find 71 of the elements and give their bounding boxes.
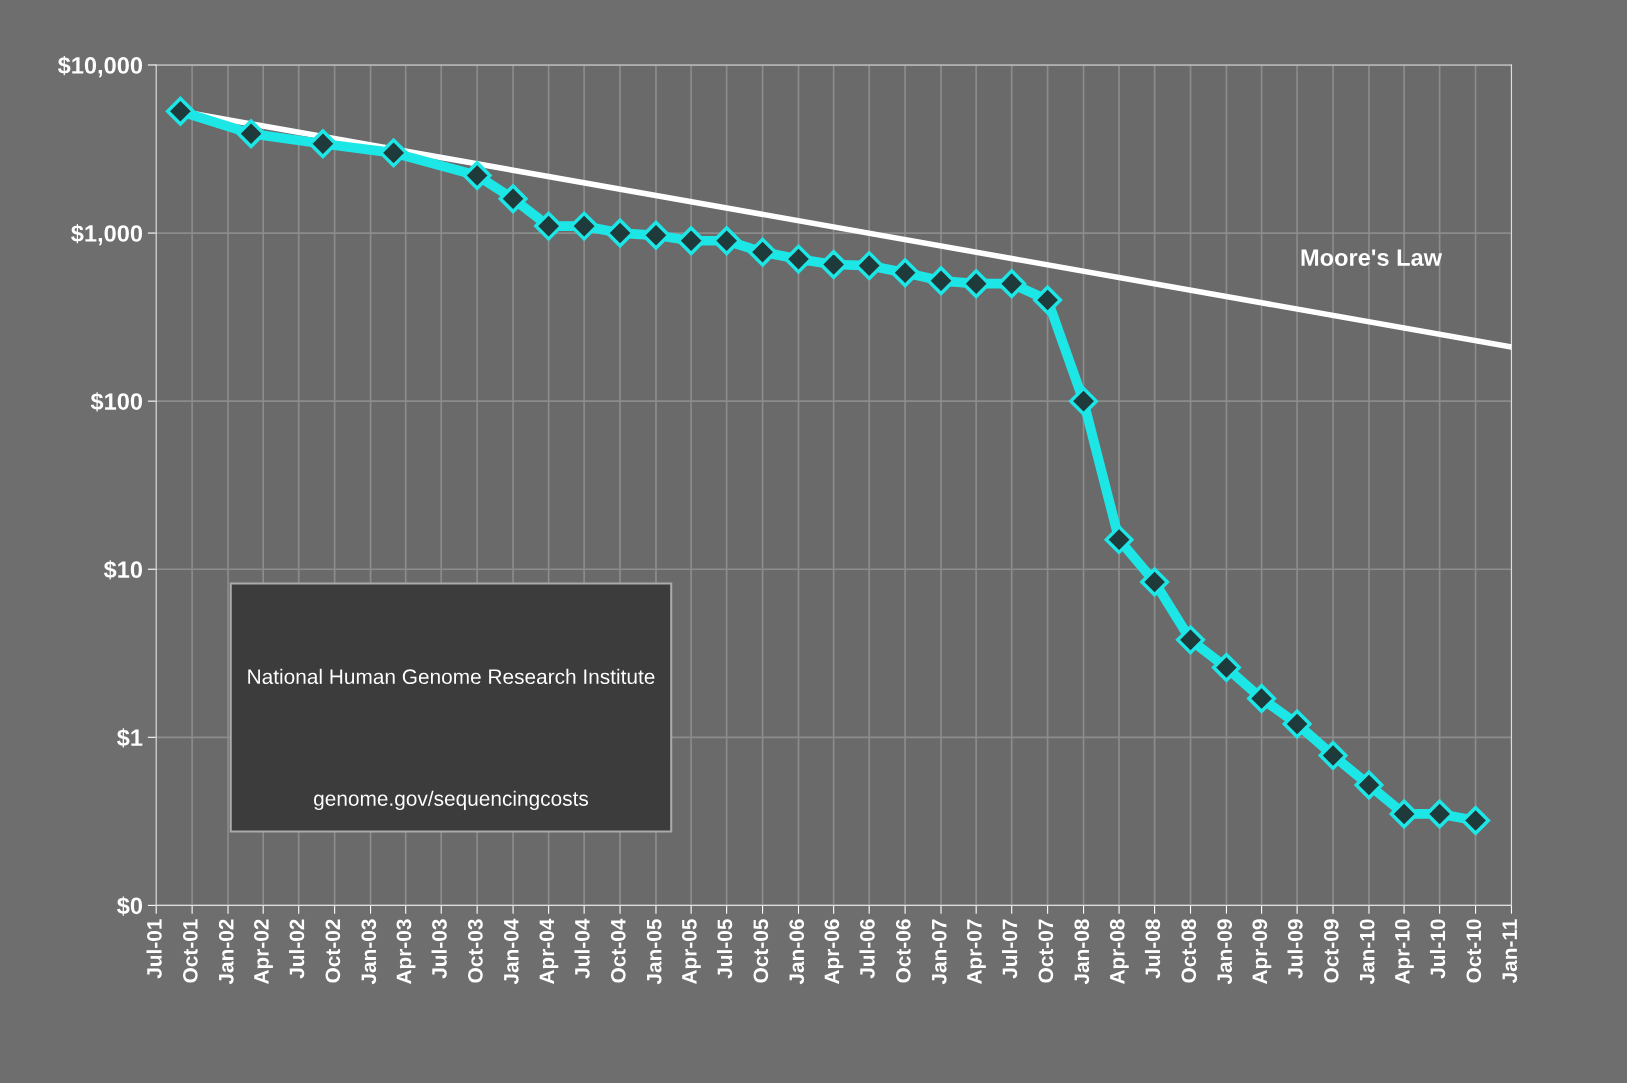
- x-tick-label: Oct-06: [895, 919, 911, 983]
- y-tick-label: $10,000: [57, 56, 143, 78]
- x-tick-label: Jul-05: [716, 919, 733, 979]
- point: [1318, 740, 1348, 770]
- point: [641, 220, 671, 250]
- x-tick-label: Jul-02: [289, 919, 305, 979]
- x-tick-label: Jul-10: [1429, 919, 1446, 979]
- x-tick-label: Apr-05: [681, 919, 701, 985]
- x-tick-label: Jan-08: [1074, 919, 1090, 985]
- x-tick-label: Apr-06: [824, 919, 844, 985]
- point: [165, 96, 195, 126]
- x-tick-label: Oct-02: [325, 919, 341, 983]
- point: [236, 119, 266, 149]
- point: [1176, 625, 1206, 655]
- x-tick-label: Apr-08: [1109, 919, 1129, 985]
- point: [308, 129, 338, 159]
- point: [1140, 567, 1170, 597]
- x-tick-label: Apr-09: [1252, 919, 1272, 985]
- point: [890, 258, 920, 288]
- x-tick-label: Oct-03: [467, 919, 483, 983]
- point: [1069, 386, 1099, 416]
- point: [462, 161, 492, 191]
- x-tick-label: Jul-08: [1144, 919, 1161, 979]
- x-tick-label: Apr-04: [539, 918, 559, 985]
- x-tick-label: Oct-07: [1038, 919, 1054, 983]
- point: [1104, 525, 1134, 555]
- y-tick-label: $1,000: [71, 224, 143, 246]
- x-tick-label: Jul-06: [859, 919, 875, 979]
- point: [1425, 799, 1455, 829]
- x-tick-label: Jan-04: [503, 918, 519, 985]
- x-tick-label: Jan-11: [1502, 919, 1518, 984]
- point: [1247, 684, 1277, 714]
- x-tick-label: Oct-05: [753, 919, 769, 983]
- x-tick-label: Jul-03: [431, 919, 447, 979]
- x-tick-label: Oct-01: [182, 919, 198, 983]
- x-tick-label: Jul-01: [146, 919, 162, 979]
- x-tick-label: Apr-10: [1394, 919, 1414, 985]
- y-tick-label: $10: [103, 560, 143, 580]
- point: [748, 237, 778, 267]
- x-tick-label: Jan-07: [931, 919, 947, 985]
- y-tick-label: $0: [117, 896, 143, 916]
- x-tick-label: Jan-02: [218, 919, 234, 985]
- point: [783, 244, 814, 274]
- x-tick-label: Apr-02: [254, 919, 273, 985]
- y-tick-label: $100: [90, 392, 143, 412]
- x-tick-label: Apr-07: [967, 919, 986, 985]
- x-tick-label: Oct-09: [1323, 919, 1339, 983]
- x-tick-label: Jan-03: [361, 919, 377, 985]
- point: [1461, 805, 1491, 835]
- x-tick-label: Oct-04: [610, 918, 626, 983]
- x-tick-label: Jul-09: [1287, 919, 1303, 979]
- point: [926, 266, 956, 296]
- point: [379, 138, 409, 168]
- x-tick-label: Jan-06: [789, 919, 805, 985]
- x-tick-label: Oct-08: [1181, 919, 1197, 983]
- x-tick-label: Oct-10: [1466, 919, 1482, 983]
- x-tick-label: Jul-04: [574, 918, 590, 979]
- series-label: Moore's Law: [1301, 249, 1443, 266]
- point: [1211, 653, 1241, 683]
- point: [1354, 770, 1384, 800]
- annotation: genome.gov/sequencingcosts: [314, 790, 589, 811]
- x-tick-label: Jul-07: [1001, 919, 1018, 979]
- point: [1033, 285, 1063, 315]
- x-tick-label: Jan-09: [1217, 919, 1233, 985]
- annotation: National Human Genome Research Institute: [248, 668, 655, 685]
- point: [498, 184, 528, 214]
- y-tick-label: $1: [117, 728, 143, 748]
- x-tick-label: Jan-05: [646, 919, 662, 985]
- point: [1282, 709, 1312, 739]
- x-tick-label: Apr-03: [396, 919, 416, 985]
- x-tick-label: Jan-10: [1359, 919, 1375, 985]
